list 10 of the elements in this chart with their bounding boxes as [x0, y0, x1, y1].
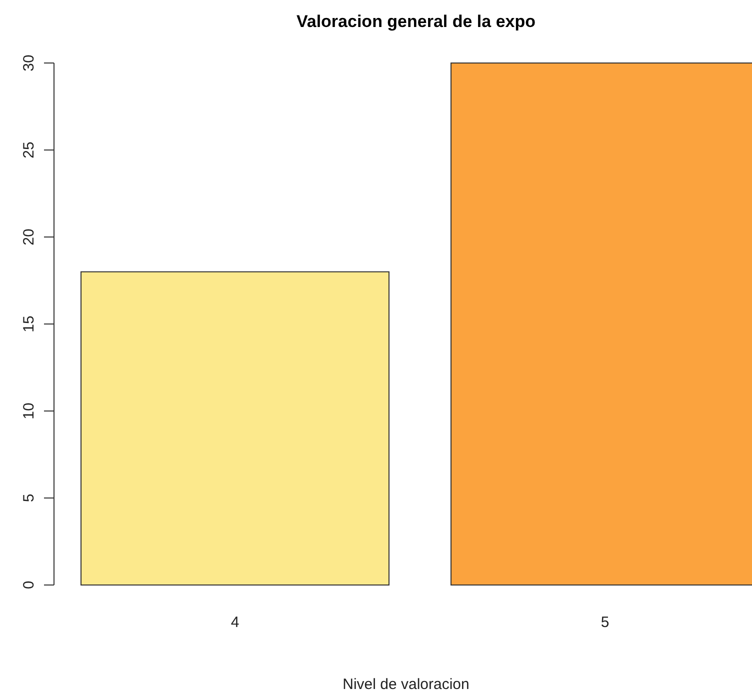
y-tick-label: 0 [20, 580, 38, 590]
x-axis-title: Nivel de valoracion [342, 676, 470, 693]
y-tick-label: 20 [20, 228, 38, 246]
x-tick-label: 4 [230, 614, 240, 631]
chart-title: Valoracion general de la expo [296, 12, 536, 31]
y-tick-label: 5 [20, 494, 38, 502]
y-tick-label: 15 [20, 316, 38, 332]
y-tick-label: 10 [20, 402, 38, 420]
y-tick-label: 25 [20, 142, 38, 158]
y-tick-label: 30 [20, 54, 38, 72]
